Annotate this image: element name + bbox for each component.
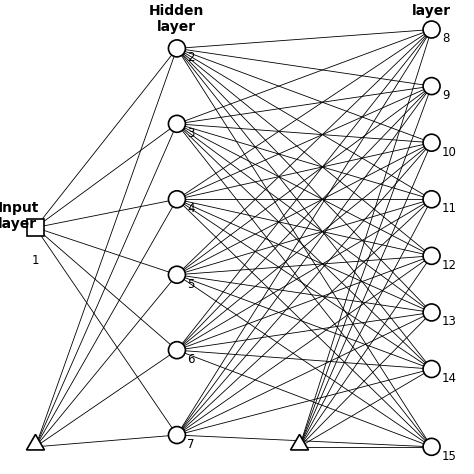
Text: 13: 13 [442, 315, 457, 328]
Circle shape [423, 304, 440, 321]
Circle shape [423, 134, 440, 151]
Circle shape [423, 438, 440, 456]
Text: layer: layer [412, 4, 451, 18]
Text: 14: 14 [442, 372, 457, 385]
Text: 9: 9 [442, 89, 449, 102]
Circle shape [423, 361, 440, 377]
Circle shape [423, 247, 440, 264]
Text: 15: 15 [442, 450, 457, 463]
Circle shape [168, 427, 185, 444]
Text: 10: 10 [442, 146, 457, 159]
Text: 3: 3 [187, 127, 195, 140]
Text: 6: 6 [187, 353, 195, 366]
Circle shape [168, 342, 185, 359]
Text: Input
layer: Input layer [0, 201, 39, 231]
Text: 5: 5 [187, 278, 195, 291]
Circle shape [168, 40, 185, 57]
Circle shape [168, 191, 185, 208]
Text: 11: 11 [442, 202, 457, 215]
Text: 8: 8 [442, 32, 449, 46]
Text: 2: 2 [187, 51, 195, 64]
Circle shape [423, 191, 440, 208]
Text: 7: 7 [187, 438, 195, 451]
Bar [27, 219, 44, 236]
Text: 4: 4 [187, 202, 195, 215]
Text: 12: 12 [442, 259, 457, 272]
Text: Hidden
layer: Hidden layer [149, 4, 205, 34]
Circle shape [168, 115, 185, 132]
Circle shape [423, 78, 440, 95]
Circle shape [423, 21, 440, 38]
Text: 1: 1 [32, 254, 39, 266]
Circle shape [168, 266, 185, 283]
